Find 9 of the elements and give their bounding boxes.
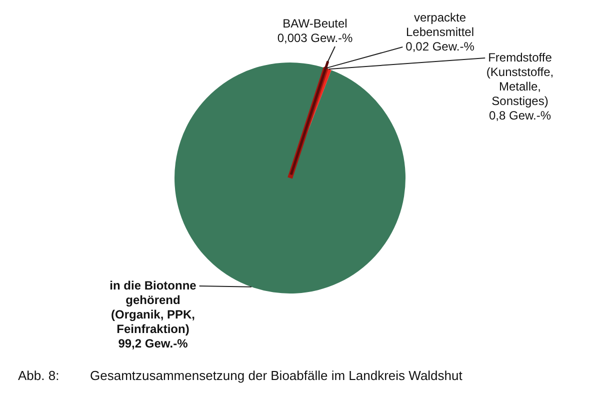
slice-label: verpackte Lebensmittel [406,10,474,39]
data-label: 0,003 Gew.-% [277,30,354,45]
slice-label: BAW-Beutel [282,16,348,30]
slice-label: Fremdstoffe (Kunststoffe, Metalle, Sonstiges) [486,50,554,108]
data-label: 99,2 Gew.-% [118,336,188,350]
caption: Abb. 8: Gesamtzusammensetzung der Bioabfälle im Landkreis Waldshut [17,368,464,383]
data-label: 0,8 Gew.-% [488,108,552,122]
data-label: 0,02 Gew.-% [406,39,475,54]
slice-label: in die Biotonne gehörend (Organik, PPK, Feinfraktion) [110,278,197,336]
